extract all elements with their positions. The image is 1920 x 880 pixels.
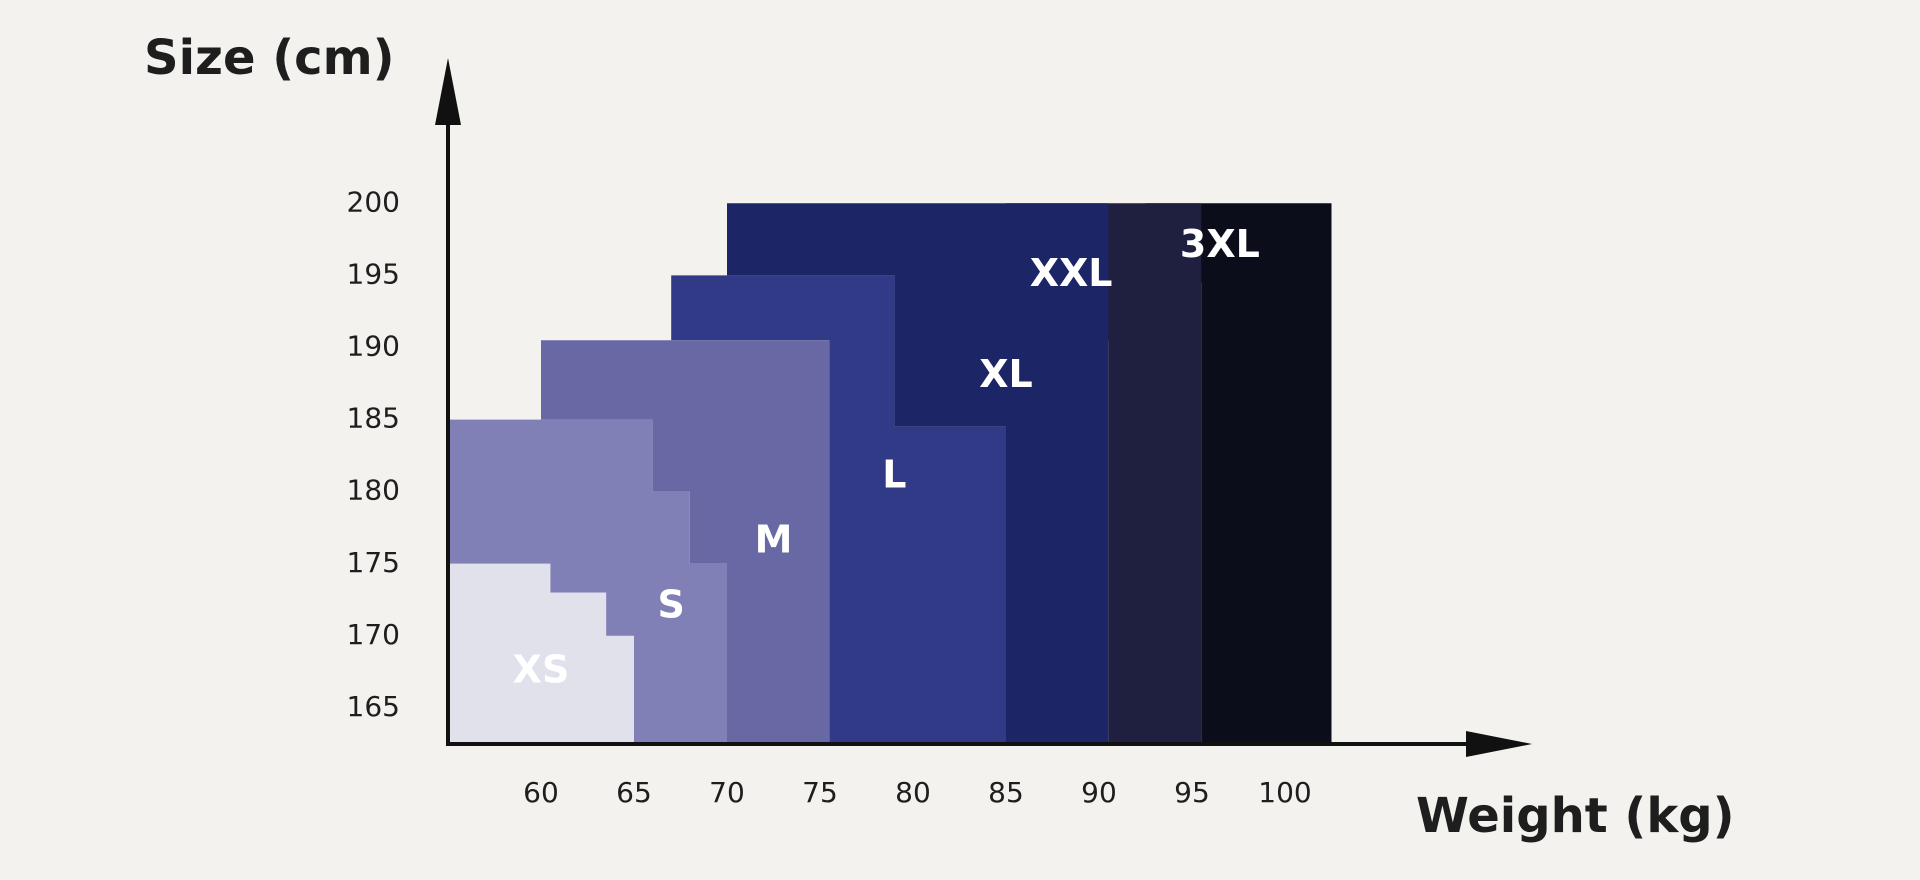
y-tick-label: 200 [347,185,400,218]
x-axis-title: Weight (kg) [1416,788,1735,844]
y-tick-label: 195 [347,257,400,290]
size-label-xs: XS [513,647,570,691]
size-region-3xl [1145,203,1332,745]
size-label-3xl: 3XL [1180,222,1260,266]
y-axis-arrow [435,58,461,125]
size-label-s: S [658,583,685,627]
y-tick-label: 170 [347,618,400,651]
y-tick-labels: 165 170 175 180 185 190 195 200 [347,185,400,723]
size-regions [448,203,1332,745]
x-tick-label: 75 [802,776,838,809]
x-axis-arrow [1466,731,1532,757]
x-tick-label: 65 [616,776,652,809]
x-tick-label: 90 [1081,776,1117,809]
size-label-xxl: XXL [1030,251,1113,295]
x-tick-label: 85 [988,776,1024,809]
size-region-m [541,340,830,744]
size-region-l [671,275,1006,744]
size-region-xs [448,563,634,744]
size-label-m: M [755,518,793,562]
size-label-xl: XL [979,352,1033,396]
y-tick-label: 165 [347,690,400,723]
size-region-xl [727,203,1109,745]
y-tick-label: 180 [347,474,400,507]
y-tick-label: 185 [347,402,400,435]
x-tick-labels: 60 65 70 75 80 85 90 95 100 [523,776,1312,809]
size-region-s [448,419,727,744]
size-label-l: L [882,453,906,497]
x-tick-label: 100 [1258,776,1311,809]
y-tick-label: 190 [347,330,400,363]
x-tick-label: 60 [523,776,559,809]
y-axis-title: Size (cm) [144,30,395,86]
y-tick-label: 175 [347,546,400,579]
x-tick-label: 80 [895,776,931,809]
x-tick-label: 70 [709,776,745,809]
size-labels: 3XL XXL XL L M S XS [513,222,1260,691]
x-tick-label: 95 [1174,776,1210,809]
